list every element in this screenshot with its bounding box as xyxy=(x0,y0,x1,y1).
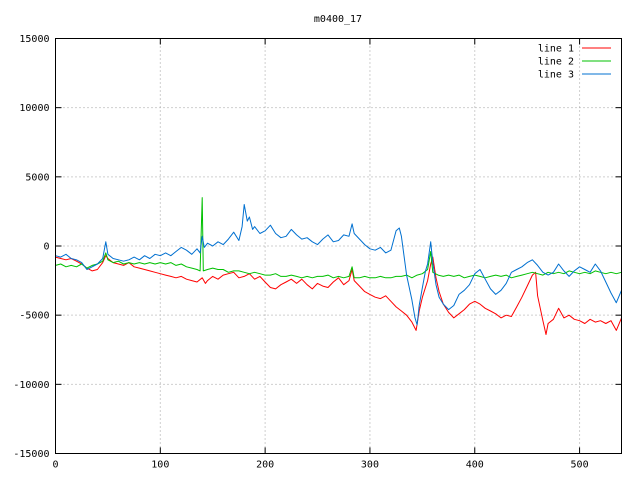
chart-title: m0400_17 xyxy=(314,14,362,25)
y-tick-label: 0 xyxy=(43,242,49,253)
y-tick-label: 10000 xyxy=(19,103,49,114)
legend-label-3: line 3 xyxy=(538,70,574,81)
y-tick-label: 15000 xyxy=(19,34,49,45)
y-tick-label: -10000 xyxy=(13,380,49,391)
legend: line 1 line 2 line 3 xyxy=(538,44,611,81)
x-tick-label: 0 xyxy=(52,460,58,471)
series-line-1 xyxy=(55,255,622,335)
grid xyxy=(55,38,622,454)
plot-lines xyxy=(55,197,622,335)
legend-label-2: line 2 xyxy=(538,57,574,68)
x-tick-label: 500 xyxy=(571,460,589,471)
y-tick-label: -15000 xyxy=(13,449,49,460)
x-tick-label: 200 xyxy=(256,460,274,471)
axis-ticks: 0 100 200 300 400 500 -15000 -10000 -5000 0 5000 10… xyxy=(13,34,622,471)
y-tick-label: 5000 xyxy=(25,172,49,183)
y-tick-label: -5000 xyxy=(19,311,49,322)
x-tick-label: 100 xyxy=(151,460,169,471)
series-line-3 xyxy=(55,204,622,326)
x-tick-label: 400 xyxy=(466,460,484,471)
series-line-2 xyxy=(55,197,622,279)
legend-label-1: line 1 xyxy=(538,44,574,55)
x-tick-label: 300 xyxy=(361,460,379,471)
